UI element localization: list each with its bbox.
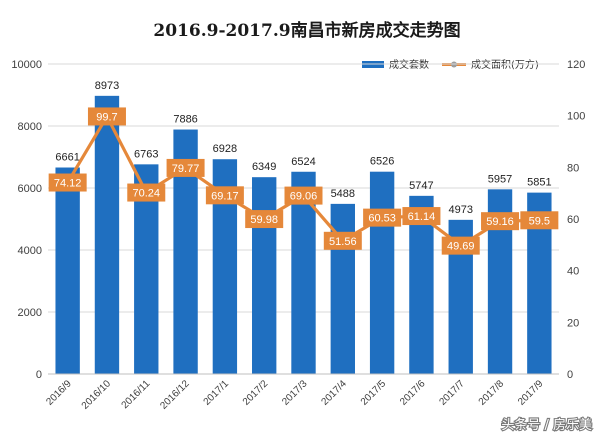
y-left-tick-label: 6000	[18, 183, 42, 195]
line-value-box	[441, 236, 480, 255]
y-left-tick-label: 8000	[18, 121, 42, 133]
x-tick-label: 2017/8	[477, 378, 507, 408]
bar-value-label: 6349	[252, 161, 276, 173]
line-value-box	[481, 212, 520, 231]
line-value-box	[363, 208, 402, 227]
line-value-box	[245, 210, 284, 229]
line-value-label: 59.5	[529, 215, 550, 227]
x-tick-label: 2017/1	[202, 378, 232, 408]
y-right-tick-label: 120	[567, 59, 585, 71]
y-right-tick-label: 60	[567, 214, 579, 226]
y-right-tick-label: 100	[567, 111, 585, 123]
line-value-box	[205, 186, 244, 205]
x-tick-label: 2017/6	[398, 378, 428, 408]
line-value-box	[127, 183, 166, 202]
bar-value-label: 8973	[95, 80, 119, 92]
bar-value-label: 5488	[331, 188, 355, 200]
line-value-box	[166, 158, 205, 177]
line-value-label: 51.56	[329, 236, 357, 248]
bar	[55, 167, 80, 374]
bar-value-label: 5957	[488, 173, 512, 185]
line-value-label: 69.06	[290, 191, 318, 203]
x-tick-label: 2016/9	[44, 378, 74, 408]
line-value-label: 70.24	[133, 188, 161, 200]
line-value-label: 74.12	[54, 178, 82, 190]
line-value-label: 59.16	[486, 216, 514, 228]
line-value-box	[520, 211, 559, 230]
bar-value-label: 6524	[291, 156, 315, 168]
line-value-label: 60.53	[368, 213, 396, 225]
bar-value-label: 6928	[213, 143, 237, 155]
x-tick-label: 2016/10	[80, 378, 114, 412]
bar-value-label: 7886	[173, 114, 197, 126]
bar-value-label: 5747	[409, 180, 433, 192]
x-tick-label: 2017/3	[280, 378, 310, 408]
line-value-label: 79.77	[172, 163, 200, 175]
x-tick-label: 2017/4	[320, 378, 350, 408]
y-left-tick-label: 4000	[18, 245, 42, 257]
bar	[252, 177, 277, 374]
x-tick-label: 2017/2	[241, 378, 271, 408]
x-tick-label: 2017/7	[437, 378, 467, 408]
x-tick-label: 2017/5	[359, 378, 389, 408]
line-value-label: 49.69	[447, 241, 475, 253]
line-value-box	[402, 207, 441, 226]
bar-value-label: 5851	[527, 177, 551, 189]
y-axis-left: 0 2000 4000 6000 8000 10000	[11, 59, 42, 381]
bar-value-label: 6661	[55, 152, 79, 164]
x-tick-label: 2016/12	[158, 378, 192, 412]
watermark-text: 头条号 / 房乐美	[501, 417, 592, 433]
y-left-tick-label: 2000	[18, 307, 42, 319]
bar	[369, 171, 395, 374]
y-right-tick-label: 40	[567, 266, 579, 278]
y-right-tick-label: 80	[567, 162, 579, 174]
line-value-box	[323, 231, 362, 250]
line-value-label: 99.7	[96, 111, 117, 123]
line-value-label: 69.17	[211, 190, 239, 202]
bar	[409, 195, 434, 374]
x-axis: 2016/9 2016/10 2016/11 2016/12 2017/1 2017/2 2…	[44, 373, 559, 412]
line-value-label: 61.14	[408, 211, 436, 223]
bar-data-labels: 6661 8973 6763 7886 6928 6349 6524 5488 6526 5747…	[55, 80, 551, 216]
x-tick-label: 2016/11	[120, 378, 153, 411]
y-left-tick-label: 0	[36, 369, 42, 381]
chart-title: 2016.9-2017.9南昌市新房成交走势图	[153, 20, 460, 41]
line-data-labels: 74.12 99.7 70.24 79.77 69.17 59.98 69.06 51.56 6…	[48, 107, 559, 255]
bar-value-label: 4973	[448, 204, 472, 216]
line-value-box	[87, 107, 126, 126]
y-axis-right: 0 20 40 60 80 100 120	[567, 59, 585, 381]
y-left-tick-label: 10000	[11, 59, 42, 71]
bar-value-label: 6526	[370, 156, 394, 168]
line-value-label: 59.98	[250, 214, 278, 226]
bar	[94, 95, 120, 374]
y-right-tick-label: 0	[567, 369, 573, 381]
x-tick-label: 2017/9	[516, 378, 546, 408]
line-value-box	[48, 173, 87, 192]
line-value-box	[284, 186, 323, 205]
y-right-tick-label: 20	[567, 317, 579, 329]
bar-value-label: 6763	[134, 148, 158, 160]
